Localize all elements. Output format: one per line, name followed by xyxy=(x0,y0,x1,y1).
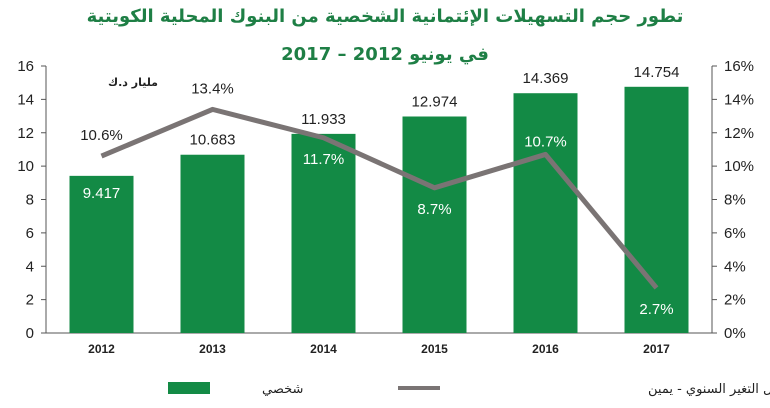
bar-value-label: 10.683 xyxy=(190,132,236,149)
line-value-label: 10.6% xyxy=(80,127,123,144)
right-ticks: 0% 2% 4% 6% 8% 10% 12% 14% 16% xyxy=(712,58,754,342)
right-tick-label: 0% xyxy=(724,325,746,342)
bar xyxy=(402,116,467,334)
right-tick-label: 8% xyxy=(724,192,746,209)
bar-value-label: 11.933 xyxy=(301,111,346,128)
left-tick-label: 4 xyxy=(26,258,34,275)
x-tick-label: 2012 xyxy=(88,342,115,356)
bar-labels: 9.417 10.683 11.933 12.974 14.369 14.754 xyxy=(83,64,680,202)
left-tick-label: 6 xyxy=(26,225,34,242)
line-value-label: 10.7% xyxy=(524,133,567,150)
series-line xyxy=(100,106,659,290)
legend-bar-swatch xyxy=(168,382,210,394)
bar xyxy=(69,175,134,333)
bar-value-label: 9.417 xyxy=(83,185,121,202)
line-value-label: 11.7% xyxy=(303,151,344,168)
legend: شخصي معدل التغير السنوي - يمين xyxy=(168,382,770,397)
line-value-label: 13.4% xyxy=(191,80,234,97)
x-ticks: 2012 2013 2014 2015 2016 2017 xyxy=(88,342,670,356)
bar xyxy=(513,93,578,333)
left-tick-label: 2 xyxy=(26,292,34,309)
line-labels: 10.6% 13.4% 11.7% 8.7% 10.7% 2.7% xyxy=(80,80,673,318)
x-tick-label: 2017 xyxy=(643,342,670,356)
bar-value-label: 14.754 xyxy=(634,64,680,81)
x-tick-label: 2013 xyxy=(199,342,226,356)
legend-line-label: معدل التغير السنوي - يمين xyxy=(648,382,770,397)
left-tick-label: 16 xyxy=(17,58,34,75)
line-value-label: 2.7% xyxy=(639,301,673,318)
bar xyxy=(180,154,245,333)
right-tick-label: 4% xyxy=(724,258,746,275)
x-tick-label: 2015 xyxy=(421,342,448,356)
bar xyxy=(291,133,356,333)
legend-bar-label: شخصي xyxy=(262,382,303,397)
y-axis-unit: مليار د.ك xyxy=(108,76,158,89)
line-value-label: 8.7% xyxy=(417,201,451,218)
left-tick-label: 12 xyxy=(17,125,34,142)
axes xyxy=(45,66,713,334)
bars xyxy=(69,86,689,334)
right-tick-label: 6% xyxy=(724,225,746,242)
left-tick-label: 14 xyxy=(17,91,34,108)
left-tick-label: 0 xyxy=(26,325,34,342)
chart-subtitle: في يونيو 2012 – 2017 xyxy=(281,44,489,65)
right-tick-label: 12% xyxy=(724,125,754,142)
right-tick-label: 10% xyxy=(724,158,754,175)
left-tick-label: 8 xyxy=(26,192,34,209)
chart-title: تطور حجم التسهيلات الإئتمانية الشخصية من… xyxy=(86,6,684,27)
right-tick-label: 2% xyxy=(724,292,746,309)
bar-value-label: 14.369 xyxy=(523,70,569,87)
left-tick-label: 10 xyxy=(17,158,34,175)
x-tick-label: 2016 xyxy=(532,342,559,356)
right-tick-label: 16% xyxy=(724,58,754,75)
line-series xyxy=(100,106,659,290)
right-tick-label: 14% xyxy=(724,91,754,108)
x-tick-label: 2014 xyxy=(310,342,337,356)
left-ticks: 0 2 4 6 8 10 12 14 16 xyxy=(17,58,46,342)
bar xyxy=(624,86,689,333)
bar-value-label: 12.974 xyxy=(412,93,458,110)
